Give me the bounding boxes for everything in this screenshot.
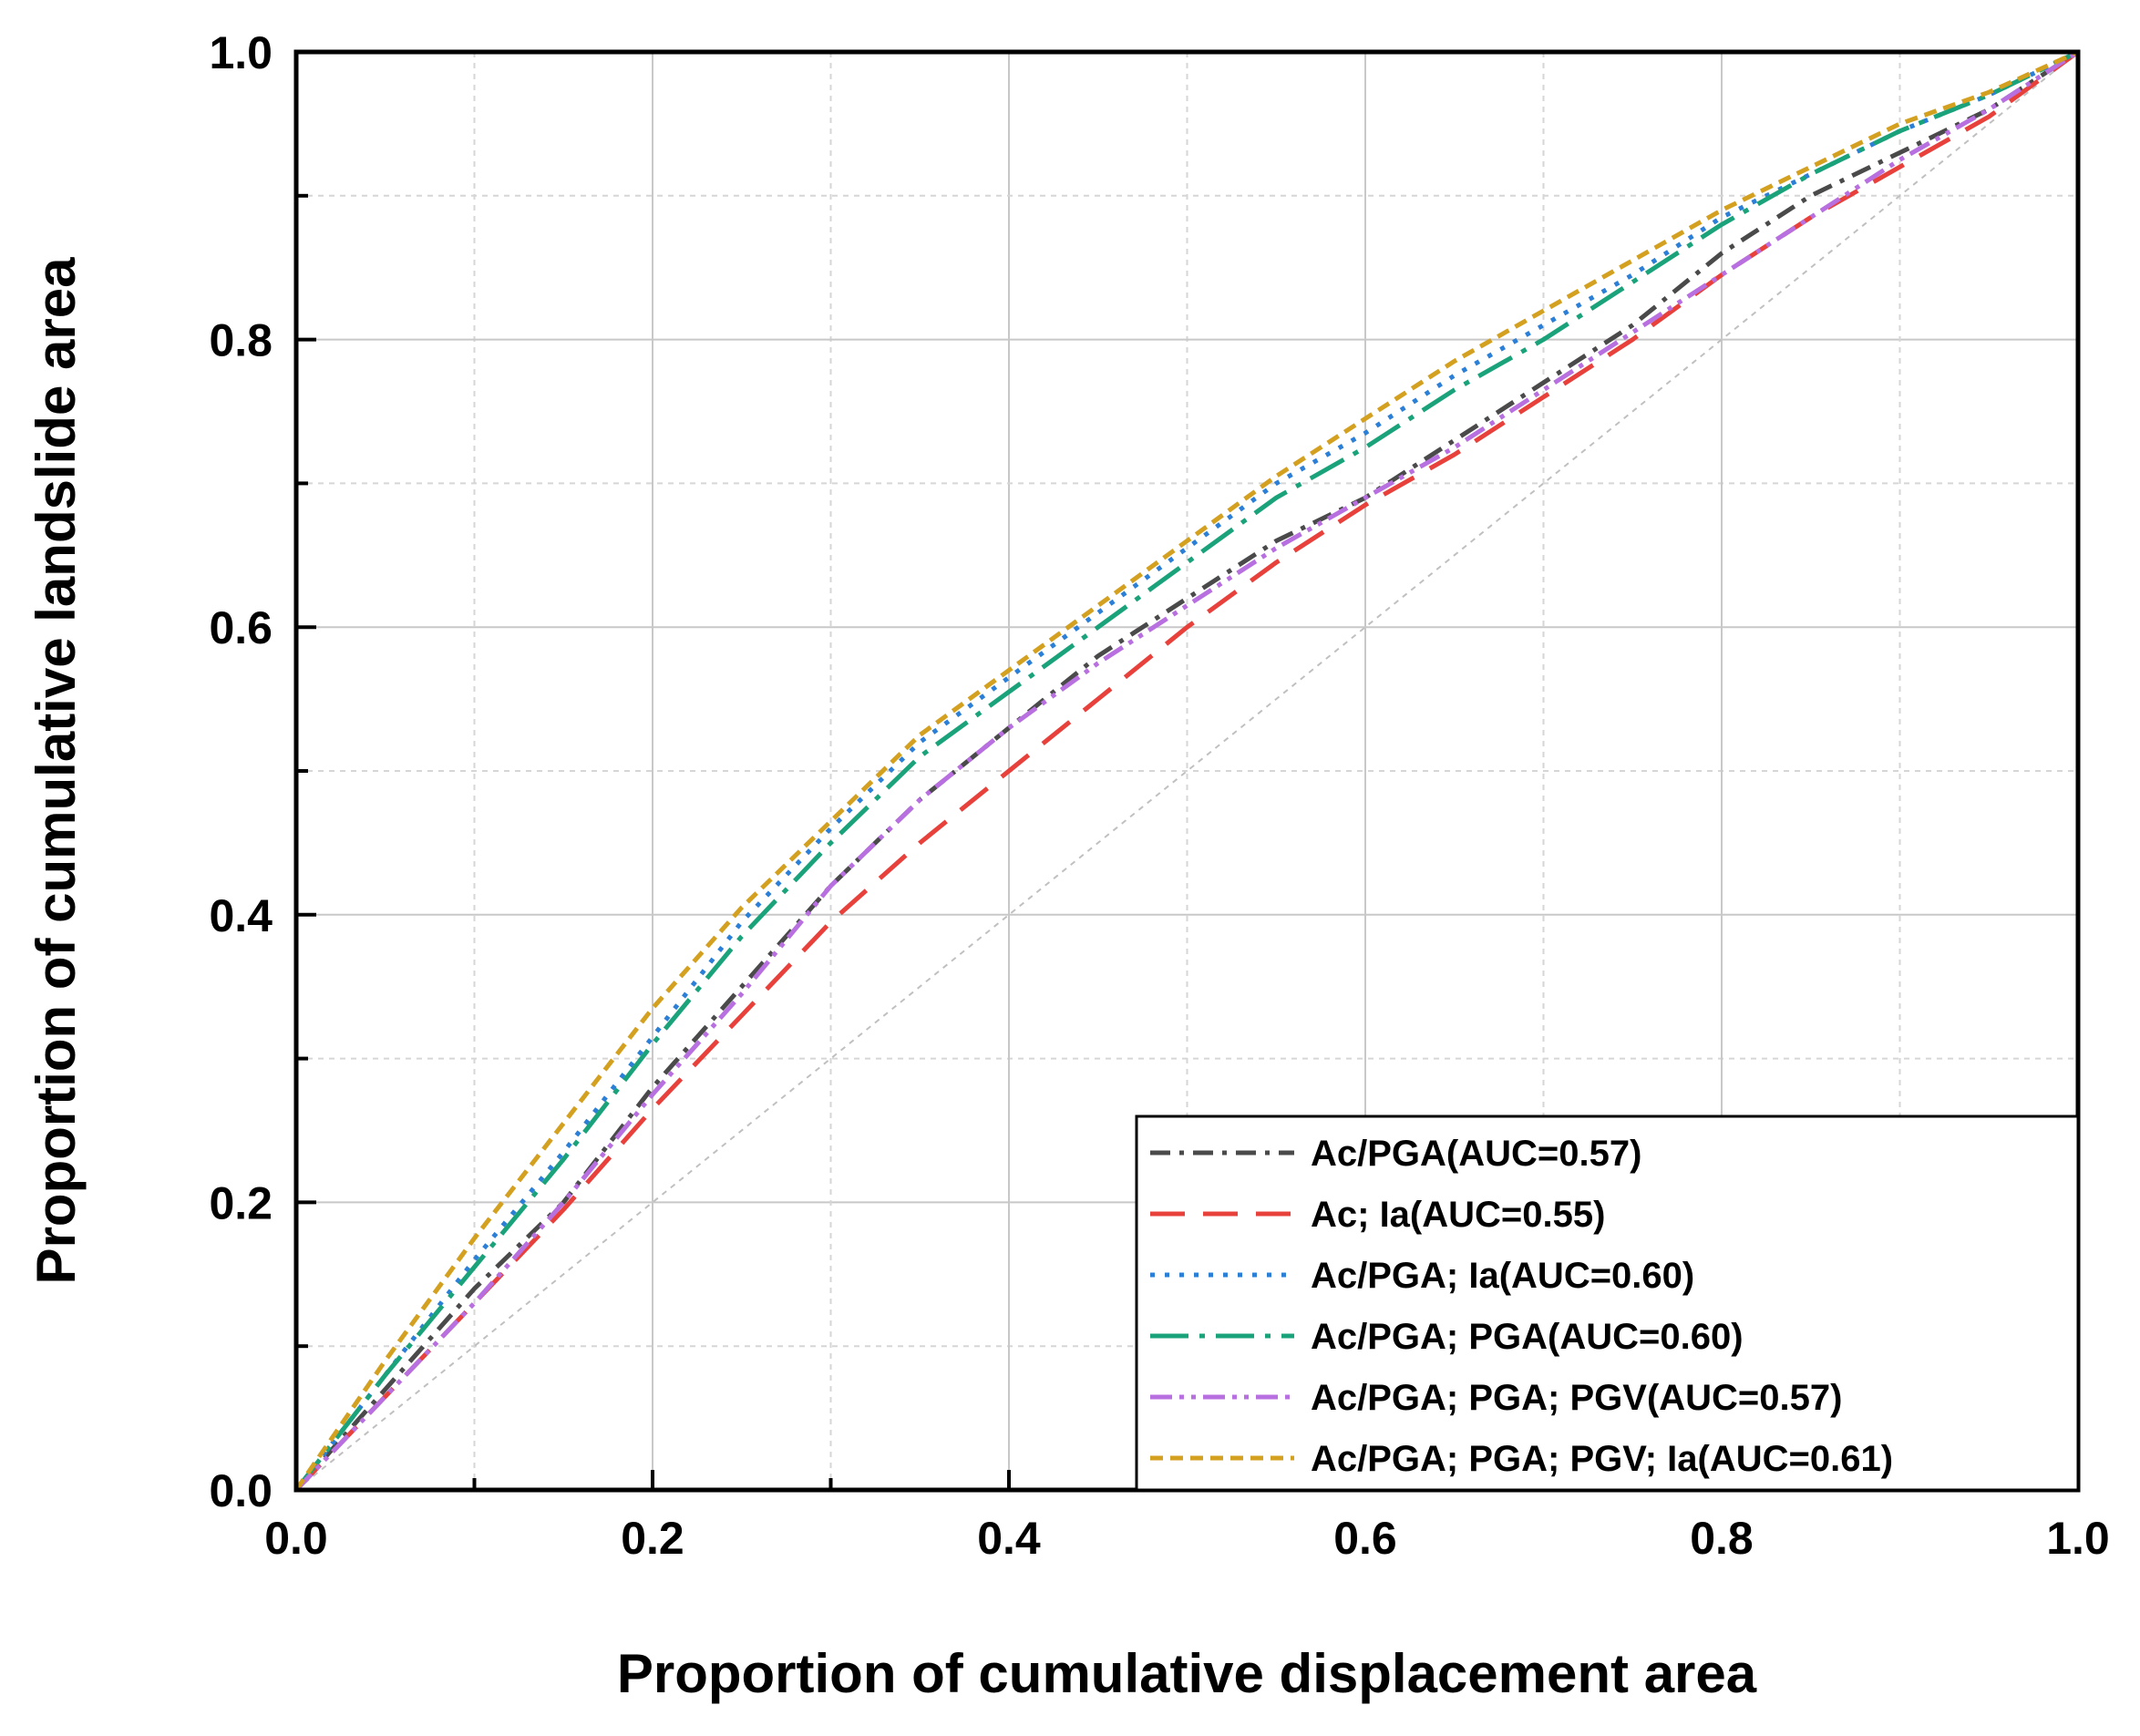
x-tick-label: 1.0 bbox=[2046, 1513, 2110, 1564]
series-lines bbox=[293, 49, 2080, 1492]
x-tick-label: 0.4 bbox=[977, 1513, 1041, 1564]
legend-label: Ac/PGA(AUC=0.57) bbox=[1311, 1134, 1641, 1174]
y-tick-label: 0.0 bbox=[209, 1465, 273, 1516]
reference-line bbox=[295, 51, 2079, 1491]
legend-label: Ac/PGA; PGA(AUC=0.60) bbox=[1311, 1317, 1744, 1357]
y-tick-label: 0.8 bbox=[209, 315, 273, 366]
legend-box bbox=[1135, 1115, 2080, 1492]
legend-label: Ac/PGA; PGA; PGV; Ia(AUC=0.61) bbox=[1311, 1439, 1893, 1479]
legend-entries: Ac/PGA(AUC=0.57) Ac; Ia(AUC=0.55) Ac/PGA; … bbox=[1150, 1134, 1893, 1479]
legend-label: Ac/PGA; PGA; PGV(AUC=0.57) bbox=[1311, 1378, 1842, 1418]
y-tick-label: 0.4 bbox=[209, 890, 273, 941]
series-line bbox=[293, 49, 2080, 1492]
legend-label: Ac/PGA; Ia(AUC=0.60) bbox=[1311, 1256, 1694, 1296]
series-line bbox=[294, 49, 2080, 1492]
legend: Ac/PGA(AUC=0.57) Ac; Ia(AUC=0.55) Ac/PGA; … bbox=[1135, 1115, 2080, 1492]
x-tick-label: 0.6 bbox=[1333, 1513, 1397, 1564]
x-tick-label: 0.8 bbox=[1690, 1513, 1754, 1564]
x-tick-labels: 0.0 0.2 0.4 0.6 0.8 1.0 bbox=[264, 1513, 2110, 1564]
y-tick-labels: 0.0 0.2 0.4 0.6 0.8 1.0 bbox=[209, 27, 273, 1516]
y-tick-label: 1.0 bbox=[209, 27, 273, 78]
series-line bbox=[294, 49, 2080, 1492]
y-axis-title: Proportion of cumulative landslide area bbox=[26, 257, 87, 1285]
y-tick-label: 0.2 bbox=[209, 1177, 273, 1228]
y-tick-label: 0.6 bbox=[209, 602, 273, 653]
x-tick-label: 0.0 bbox=[264, 1513, 328, 1564]
x-tick-label: 0.2 bbox=[621, 1513, 684, 1564]
reference-diagonal bbox=[295, 51, 2079, 1491]
x-axis-title: Proportion of cumulative displacement ar… bbox=[617, 1643, 1757, 1704]
legend-label: Ac; Ia(AUC=0.55) bbox=[1311, 1195, 1605, 1235]
series-line bbox=[294, 49, 2080, 1492]
